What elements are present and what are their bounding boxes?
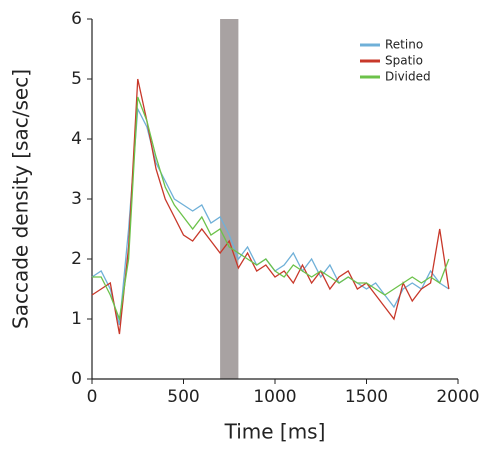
y-tick-label: 6 (71, 9, 82, 29)
x-tick-label: 1500 (345, 387, 388, 407)
x-tick-label: 2000 (436, 387, 479, 407)
x-tick-label: 1000 (253, 387, 296, 407)
series-line (91, 106, 450, 326)
legend-label: Divided (385, 70, 431, 84)
y-tick-label: 4 (71, 129, 82, 149)
y-tick-label: 5 (71, 69, 82, 89)
x-tick-label: 0 (87, 387, 98, 407)
legend-label: Spatio (385, 54, 423, 68)
y-tick-label: 2 (71, 249, 82, 269)
series-line (91, 78, 450, 335)
x-axis-label: Time [ms] (224, 420, 326, 444)
y-tick-label: 0 (71, 369, 82, 389)
y-tick-label: 1 (71, 309, 82, 329)
x-tick-label: 500 (167, 387, 199, 407)
y-tick-label: 3 (71, 189, 82, 209)
y-axis-label: Saccade density [sac/sec] (9, 69, 33, 329)
shaded-span (220, 19, 239, 379)
series-line (92, 96, 450, 322)
legend-label: Retino (385, 38, 423, 52)
